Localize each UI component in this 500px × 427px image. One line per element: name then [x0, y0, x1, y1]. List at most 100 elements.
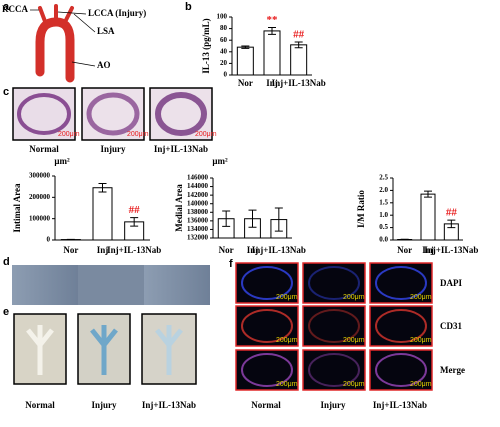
error-bar [294, 41, 303, 49]
y-tick-label: 0 [47, 236, 51, 244]
aorta-drawing [35, 4, 75, 83]
y-tick-label: 0.0 [379, 236, 388, 244]
x-tick-label: Inj+IL-13Nab [252, 245, 306, 255]
fluor-image [235, 305, 299, 347]
image-label: Injury [91, 400, 117, 410]
part-label: LCCA (Injury) [88, 8, 146, 18]
image-label: Normal [25, 400, 55, 410]
error-bar [268, 26, 276, 35]
y-tick-label: 134000 [187, 225, 209, 233]
part-label: AO [97, 60, 111, 70]
unit-label: μm² [212, 156, 228, 166]
y-tick-label: 2.0 [379, 186, 388, 194]
error-bar [447, 219, 456, 229]
fluor-image [302, 305, 366, 347]
scale-bar: 200μm [276, 381, 298, 388]
bar [290, 44, 308, 76]
y-tick-label: 0 [224, 71, 228, 79]
unit-label: μm² [54, 156, 70, 166]
panel-label: a [3, 1, 10, 13]
y-axis-label: IL-13 (pg/mL) [201, 18, 211, 73]
error-bar [222, 210, 231, 227]
row-label: CD31 [440, 321, 462, 331]
y-tick-label: 0.5 [379, 223, 388, 231]
y-tick-label: 100000 [29, 214, 51, 222]
vessel-ring [375, 266, 427, 300]
image-label: Injury [100, 144, 126, 154]
vessel-ring [308, 309, 360, 343]
y-tick-label: 138000 [187, 208, 209, 216]
panel-label: b [185, 1, 192, 13]
x-tick-label: Nor [397, 245, 412, 255]
x-tick-label: Nor [219, 245, 234, 255]
image-label: Inj+IL-13Nab [154, 144, 208, 154]
bar [92, 187, 113, 241]
annotation: ## [293, 28, 305, 40]
scale-bar: 200μm [410, 337, 432, 344]
y-tick-label: 300000 [29, 172, 51, 180]
vessel-ring [241, 266, 293, 300]
part-label: LSA [97, 26, 115, 36]
y-tick-label: 80 [220, 24, 228, 32]
scale-bar: 200μm [410, 381, 432, 388]
bar [420, 193, 436, 241]
error-bar [424, 190, 432, 198]
error-bar [130, 217, 139, 227]
column-label: Inj+IL-13Nab [373, 400, 427, 410]
scale-bar: 200μm [343, 337, 365, 344]
column-label: Normal [251, 400, 281, 410]
x-tick-label: Inj+IL-13Nab [107, 245, 161, 255]
bar [263, 30, 281, 76]
vessel-ring [241, 309, 293, 343]
y-tick-label: 140000 [187, 199, 209, 207]
y-axis-label: Medial Area [174, 184, 184, 232]
panel-label: c [3, 86, 9, 98]
vessel-ring [375, 309, 427, 343]
y-tick-label: 132000 [187, 234, 209, 242]
y-axis-label: I/M Ratio [356, 190, 366, 228]
scale-bar: 200μm [195, 131, 217, 138]
x-tick-label: Inj [247, 245, 259, 255]
row-label: DAPI [440, 278, 462, 288]
histology-images [12, 87, 213, 141]
annotation: ## [129, 204, 141, 216]
scale-bar: 200μm [343, 294, 365, 301]
y-tick-label: 1.0 [379, 211, 388, 219]
y-tick-label: 142000 [187, 191, 209, 199]
fluorescence-images [235, 262, 433, 391]
error-bar [248, 209, 257, 228]
x-tick-label: Inj+IL-13Nab [424, 245, 478, 255]
annotation: ** [267, 14, 279, 26]
y-tick-label: 136000 [187, 216, 209, 224]
x-tick-label: Nor [63, 245, 78, 255]
image-label: Inj+IL-13Nab [142, 400, 196, 410]
scale-bar: 200μm [276, 294, 298, 301]
part-label: RCCA [2, 4, 28, 14]
y-tick-label: 40 [220, 47, 228, 55]
cell-images [12, 265, 210, 305]
x-tick-label: Inj [422, 245, 434, 255]
scale-bar: 200μm [127, 131, 149, 138]
vessel-photos [13, 313, 197, 385]
x-tick-label: Nor [238, 78, 253, 88]
vessel-ring [308, 353, 360, 387]
vessel-ring [241, 353, 293, 387]
annotation: ## [446, 207, 458, 219]
fluor-image [302, 349, 366, 391]
fluor-image [369, 305, 433, 347]
vessel-ring [375, 353, 427, 387]
error-bar [241, 45, 250, 49]
scale-bar: 200μm [58, 131, 80, 138]
scale-bar: 200μm [410, 294, 432, 301]
fluor-image [302, 262, 366, 304]
scale-bar: 200μm [276, 337, 298, 344]
column-label: Injury [320, 400, 346, 410]
y-axis-label: Intimal Area [12, 183, 22, 233]
panel-label: f [229, 258, 233, 270]
error-bar [274, 207, 283, 232]
y-tick-label: 100 [217, 13, 228, 21]
y-tick-label: 20 [220, 59, 228, 67]
pointer-lines [30, 9, 96, 67]
